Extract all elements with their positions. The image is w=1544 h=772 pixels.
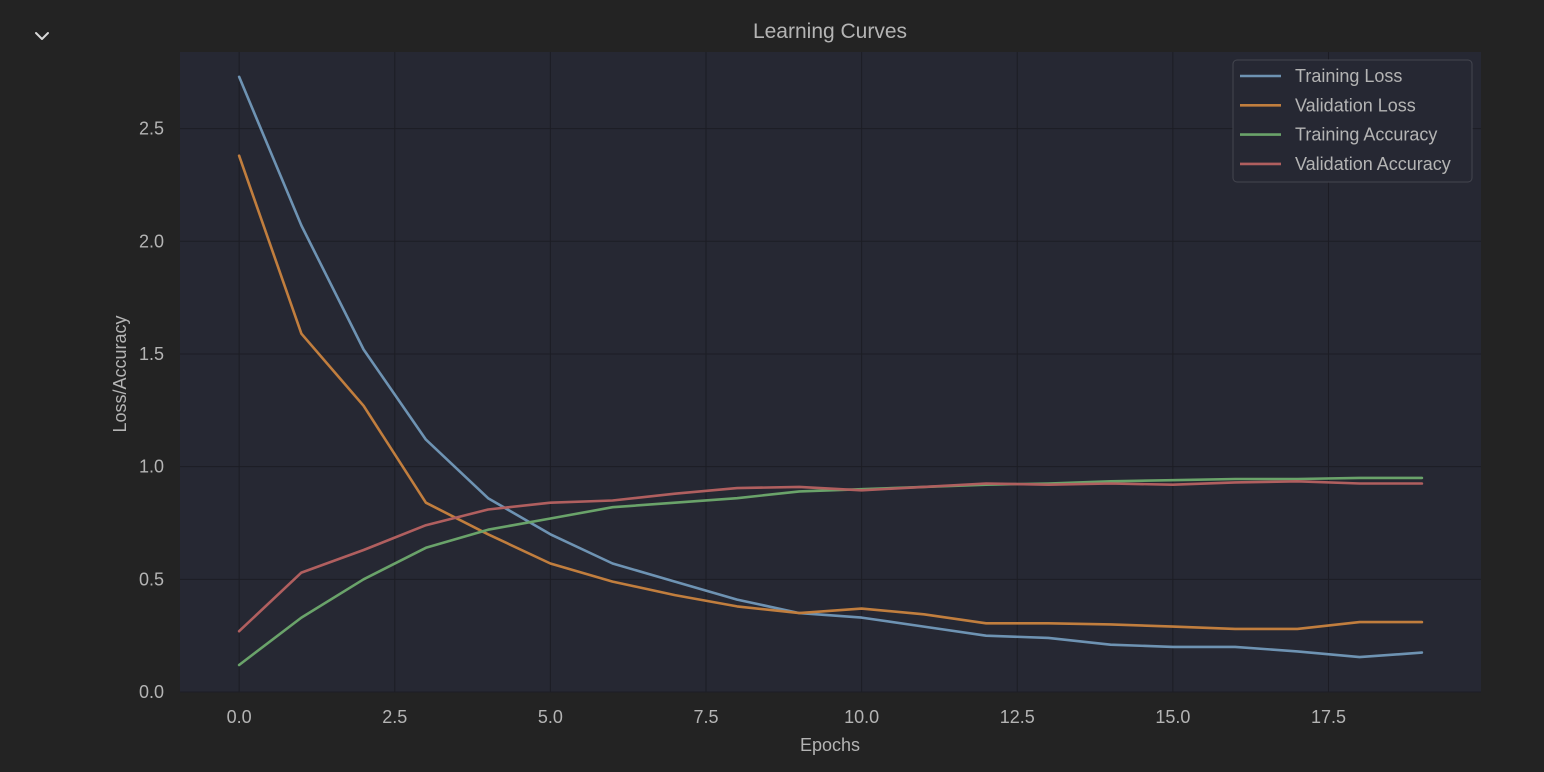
x-axis-ticks: 0.0 2.5 5.0 7.5 10.0 12.5 15.0 17.5: [227, 707, 1346, 727]
legend-label: Training Loss: [1295, 66, 1402, 86]
legend-item: Training Accuracy: [1240, 125, 1437, 145]
x-tick-label: 5.0: [538, 707, 563, 727]
x-axis-label: Epochs: [800, 735, 860, 755]
collapse-button[interactable]: [28, 22, 56, 50]
y-tick-label: 2.5: [139, 119, 164, 139]
y-tick-label: 2.0: [139, 231, 164, 251]
x-tick-label: 2.5: [382, 707, 407, 727]
x-tick-label: 10.0: [844, 707, 879, 727]
series-line-training-accuracy: [237, 476, 1424, 667]
series-line-validation-loss: [237, 154, 1424, 631]
legend-item: Training Loss: [1240, 66, 1402, 86]
x-tick-label: 7.5: [693, 707, 718, 727]
series-line-training-loss: [237, 75, 1424, 659]
y-tick-label: 1.0: [139, 457, 164, 477]
legend-label: Training Accuracy: [1295, 125, 1437, 145]
y-axis-ticks: 0.0 0.5 1.0 1.5 2.0 2.5: [139, 119, 164, 702]
series-lines: [237, 75, 1424, 667]
x-tick-label: 0.0: [227, 707, 252, 727]
legend: Training Loss Validation Loss Training Acc…: [1232, 59, 1473, 183]
legend-label: Validation Loss: [1295, 95, 1416, 115]
y-tick-label: 0.0: [139, 682, 164, 702]
chevron-down-icon: [35, 32, 49, 40]
x-tick-label: 17.5: [1311, 707, 1346, 727]
chart-title: Learning Curves: [753, 20, 907, 43]
x-tick-label: 12.5: [1000, 707, 1035, 727]
legend-label: Validation Accuracy: [1295, 154, 1451, 174]
legend-item: Validation Accuracy: [1240, 154, 1451, 174]
series-line-validation-accuracy: [237, 479, 1424, 633]
y-tick-label: 0.5: [139, 569, 164, 589]
y-axis-label: Loss/Accuracy: [110, 315, 130, 432]
x-tick-label: 15.0: [1155, 707, 1190, 727]
legend-item: Validation Loss: [1240, 95, 1416, 115]
y-tick-label: 1.5: [139, 344, 164, 364]
legend-box: [1232, 59, 1473, 183]
